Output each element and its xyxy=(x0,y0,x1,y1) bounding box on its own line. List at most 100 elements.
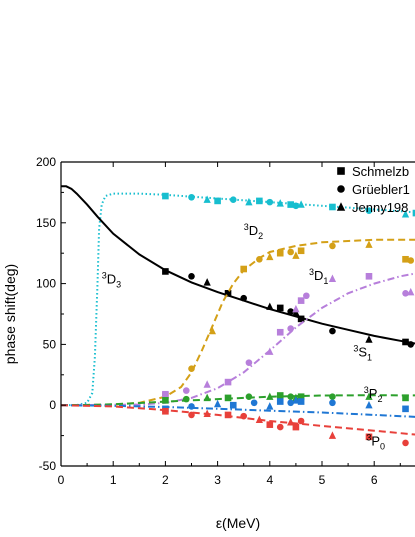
series-3p1-point xyxy=(229,401,237,409)
series-3d2-curve xyxy=(61,238,415,407)
series-3p0-curve xyxy=(61,404,415,436)
series-3d3-point xyxy=(365,207,373,214)
curve-label-p2: 3P2 xyxy=(364,385,383,404)
series-3d2-point xyxy=(276,249,284,257)
series-3p2-point xyxy=(203,393,211,402)
series-3d1-point xyxy=(365,273,373,280)
y-axis-title: phase shift(deg) xyxy=(2,264,18,364)
series-3d1-point xyxy=(224,378,232,386)
x-tick-label: 5 xyxy=(319,473,326,487)
series-3d3-point xyxy=(214,197,221,205)
curve-label-p0: 3P0 xyxy=(366,432,385,451)
legend-marker-square xyxy=(337,167,345,175)
x-tick-label: 6 xyxy=(371,473,378,487)
series-3d1-point xyxy=(297,297,305,304)
series-3d1-curve xyxy=(61,272,415,407)
series-3d3-point xyxy=(256,197,263,205)
series-3d1-point xyxy=(162,390,169,398)
series-3s1-point xyxy=(297,315,305,323)
series-3p0-point xyxy=(266,421,274,428)
series-3s1-point xyxy=(162,268,169,275)
x-tick-label: 0 xyxy=(58,473,65,487)
series-3d3-point xyxy=(229,196,237,203)
series-3d1-point xyxy=(328,274,337,282)
series-3d3-point xyxy=(412,209,415,217)
series-3d1-point xyxy=(245,359,253,366)
series-3s1-point xyxy=(402,338,409,346)
series-3d3-point xyxy=(297,200,305,208)
x-axis-title: ε(MeV) xyxy=(216,515,260,531)
series-3s1-point xyxy=(188,273,195,280)
series-3d3-point xyxy=(203,195,211,203)
series-3p2-point xyxy=(245,393,253,400)
y-tick-label: 150 xyxy=(36,216,56,230)
series-3p2-curve xyxy=(61,394,415,407)
legend-entry-label: Grüebler1 xyxy=(352,182,410,197)
series-3p0-point xyxy=(224,411,232,419)
series-3d1-point xyxy=(402,290,409,297)
series-3p1-point xyxy=(266,402,274,410)
series-3p1-point xyxy=(365,400,373,409)
series-3s1-point xyxy=(266,302,274,310)
series-3p0-point xyxy=(297,417,305,425)
series-3d1-point xyxy=(287,325,294,332)
series-3d3-point xyxy=(188,193,195,201)
series-3d2-point xyxy=(292,251,300,259)
series-3p0-point xyxy=(276,423,284,431)
series-3d2-point xyxy=(329,242,336,250)
series-3p0-point xyxy=(240,412,247,420)
curve-label-d3: 3D3 xyxy=(102,271,121,290)
series-3p2-point xyxy=(266,392,274,400)
series-3p0-point xyxy=(188,411,195,419)
series-3d3-point xyxy=(401,210,410,218)
series-3p0-point xyxy=(402,439,409,447)
series-3p1-point xyxy=(287,399,294,407)
series-3p2-point xyxy=(287,393,294,400)
series-3p2-point xyxy=(224,394,232,402)
series-3p2-point xyxy=(162,397,169,404)
series-3d1-point xyxy=(266,347,274,355)
series-3p0-point xyxy=(162,407,169,415)
series-3p1-point xyxy=(250,399,258,407)
series-3p0-point xyxy=(287,417,295,426)
series-3d2-point xyxy=(287,248,294,256)
curve-label-s1: 3S1 xyxy=(353,344,372,363)
series-3d2-point xyxy=(240,265,247,273)
curve-label-d2: 3D2 xyxy=(244,222,263,241)
series-3d1-point xyxy=(407,287,415,296)
series-3d3-point xyxy=(276,199,284,207)
series-3d1-point xyxy=(276,328,284,336)
series-3s1-point xyxy=(224,290,232,297)
series-3d3-point xyxy=(287,201,294,208)
series-3p2-point xyxy=(365,392,373,400)
curve-annotations: 3D3 3D2 3D1 3S1 3P2 3P0 xyxy=(102,222,385,451)
series-3p1-point xyxy=(213,399,222,408)
x-tick-label: 4 xyxy=(266,473,273,487)
series-3p1-point xyxy=(329,399,336,407)
x-tick-label: 2 xyxy=(162,473,169,487)
plot-area xyxy=(61,185,415,447)
series-3d3-point xyxy=(245,197,253,206)
x-tick-label: 3 xyxy=(214,473,221,487)
series-3s1-point xyxy=(287,308,294,315)
series-3p2-point xyxy=(297,393,305,400)
x-tick-label: 1 xyxy=(110,473,117,487)
series-3p2-point xyxy=(182,395,190,403)
series-3d2-point xyxy=(407,257,415,264)
series-3d1-point xyxy=(303,292,310,300)
series-3d3-point xyxy=(162,192,169,200)
series-3p2-point xyxy=(402,394,409,402)
legend-marker-triangle xyxy=(336,202,346,211)
series-3p0-point xyxy=(203,409,211,417)
y-tick-label: 200 xyxy=(36,155,56,169)
series-3d3-point xyxy=(292,202,300,210)
series-3d2-point xyxy=(297,247,305,255)
series-3p1-curve xyxy=(61,404,415,418)
series-3d2-point xyxy=(188,365,195,373)
series-3d3-point xyxy=(329,203,336,211)
series-3p0-point xyxy=(255,415,263,424)
series-3d2-point xyxy=(208,326,217,335)
series-3d1-point xyxy=(182,387,190,394)
